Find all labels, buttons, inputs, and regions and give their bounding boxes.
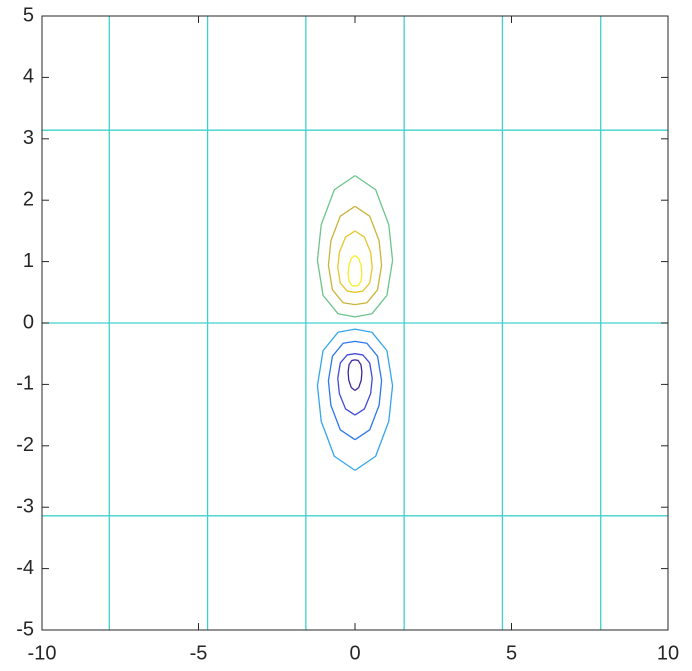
contour-line bbox=[337, 230, 373, 293]
contour-line bbox=[347, 254, 363, 287]
y-tick-label: 3 bbox=[23, 127, 34, 149]
y-tick-label: 0 bbox=[23, 311, 34, 333]
contour-line bbox=[316, 175, 394, 318]
x-tick-label: 0 bbox=[349, 642, 360, 664]
y-tick-label: 1 bbox=[23, 250, 34, 272]
y-tick-label: -2 bbox=[16, 434, 34, 456]
contour-line bbox=[327, 205, 383, 306]
y-tick-label: -5 bbox=[16, 618, 34, 640]
x-tick-label: 10 bbox=[657, 642, 679, 664]
contour-line bbox=[327, 340, 383, 441]
y-tick-label: -3 bbox=[16, 495, 34, 517]
contour-line bbox=[337, 353, 373, 416]
contour-line bbox=[316, 328, 394, 471]
y-tick-label: 2 bbox=[23, 188, 34, 210]
x-tick-label: -10 bbox=[28, 642, 57, 664]
y-tick-label: 4 bbox=[23, 66, 34, 88]
y-tick-label: -1 bbox=[16, 373, 34, 395]
contour-line bbox=[347, 359, 363, 392]
y-tick-label: -4 bbox=[16, 557, 34, 579]
x-tick-label: 5 bbox=[506, 642, 517, 664]
y-tick-label: 5 bbox=[23, 4, 34, 26]
x-tick-label: -5 bbox=[190, 642, 208, 664]
